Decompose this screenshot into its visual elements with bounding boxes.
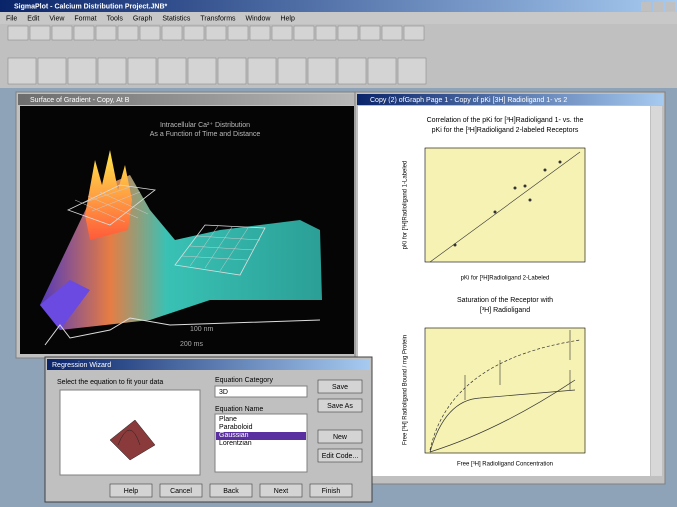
toolbar-button[interactable]	[74, 26, 94, 40]
toolbar-button[interactable]	[218, 58, 246, 84]
plot-area	[425, 328, 585, 453]
axis-label: 100 nm	[190, 326, 214, 333]
button-label[interactable]: Finish	[322, 488, 341, 495]
toolbar-button[interactable]	[398, 58, 426, 84]
toolbar-button[interactable]	[118, 26, 138, 40]
graph-title: Intracellular Ca²⁺ Distribution	[160, 122, 250, 129]
button-label[interactable]: Next	[274, 488, 288, 495]
toolbar-button[interactable]	[338, 26, 358, 40]
label: Equation Name	[215, 406, 263, 413]
menu-item[interactable]: Format	[74, 15, 96, 22]
toolbar-button[interactable]	[250, 26, 270, 40]
list-item[interactable]: Paraboloid	[219, 424, 253, 431]
button-label[interactable]: Save As	[327, 403, 353, 410]
axis-label: 200 ms	[180, 341, 203, 348]
toolbar-button[interactable]	[52, 26, 72, 40]
button-label[interactable]: Edit Code...	[322, 453, 359, 460]
button-label[interactable]: Save	[332, 384, 348, 391]
menu-item[interactable]: Graph	[133, 15, 153, 22]
button-label[interactable]: New	[333, 434, 348, 441]
category-combo[interactable]	[215, 386, 307, 397]
toolbar-button[interactable]	[158, 58, 186, 84]
scrollbar[interactable]	[651, 106, 662, 476]
toolbar-button[interactable]	[68, 58, 96, 84]
plot-area	[425, 148, 585, 262]
toolbar-button[interactable]	[338, 58, 366, 84]
menu-item[interactable]: View	[49, 15, 65, 22]
button-label[interactable]: Back	[223, 488, 239, 495]
label: Equation Category	[215, 377, 273, 384]
menu-item[interactable]: Tools	[107, 15, 124, 22]
prompt: Select the equation to fit your data	[57, 379, 163, 386]
button-label[interactable]: Help	[124, 488, 139, 495]
toolbar-button[interactable]	[272, 26, 292, 40]
chart-title: Saturation of the Receptor with	[457, 297, 553, 304]
combo-value: 3D	[219, 389, 228, 396]
toolbar-button[interactable]	[188, 58, 216, 84]
chart-title: [³H] Radioligand	[480, 307, 530, 314]
toolbar-button[interactable]	[162, 26, 182, 40]
toolbar-button[interactable]	[8, 26, 28, 40]
toolbar-button[interactable]	[316, 26, 336, 40]
menu-item[interactable]: Window	[246, 15, 272, 22]
toolbar-button[interactable]	[278, 58, 306, 84]
toolbar-button[interactable]	[368, 58, 396, 84]
graph-title: As a Function of Time and Distance	[150, 131, 261, 138]
menu-item[interactable]: Edit	[27, 15, 39, 22]
window-controls[interactable]	[641, 2, 675, 11]
toolbar-button[interactable]	[184, 26, 204, 40]
button-label[interactable]: Cancel	[170, 488, 192, 495]
list-item[interactable]: Plane	[219, 416, 237, 423]
screen: SigmaPlot - Calcium Distribution Project…	[0, 0, 677, 507]
toolbar-button[interactable]	[98, 58, 126, 84]
toolbar-button[interactable]	[38, 58, 66, 84]
menu-item[interactable]: File	[6, 15, 17, 22]
toolbar-button[interactable]	[228, 26, 248, 40]
menu-item[interactable]: Statistics	[162, 15, 191, 22]
toolbar-button[interactable]	[140, 26, 160, 40]
x-axis-label: pKi for [³H]Radioligand 2-Labeled	[461, 276, 550, 282]
toolbar-button[interactable]	[30, 26, 50, 40]
window-title: Copy (2) ofGraph Page 1 - Copy of pKi [3…	[370, 97, 567, 104]
chart-title: Correlation of the pKi for [³H]Radioliga…	[427, 117, 584, 124]
toolbar-button[interactable]	[294, 26, 314, 40]
toolbar-button[interactable]	[248, 58, 276, 84]
window-title: Surface of Gradient - Copy, At B	[30, 97, 130, 104]
menu-item[interactable]: Help	[280, 15, 295, 22]
toolbar-button[interactable]	[404, 26, 424, 40]
toolbar-button[interactable]	[96, 26, 116, 40]
app-title: SigmaPlot - Calcium Distribution Project…	[14, 3, 168, 10]
y-axis-label: pKi for [³H]Radioligand 1-Labeled	[403, 161, 409, 250]
toolbar-button[interactable]	[308, 58, 336, 84]
toolbar-button[interactable]	[382, 26, 402, 40]
dialog-title: Regression Wizard	[52, 362, 111, 369]
y-axis-label: Free [³H] Radioligand Bound / mg Protein	[403, 335, 409, 445]
x-axis-label: Free [³H] Radioligand Concentration	[457, 462, 553, 468]
list-item[interactable]: Gaussian	[219, 432, 249, 439]
menu-bar	[0, 12, 677, 24]
toolbar-button[interactable]	[128, 58, 156, 84]
chart-title: pKi for the [³H]Radioligand 2-labeled Re…	[432, 127, 579, 134]
list-item[interactable]: Lorentzian	[219, 440, 252, 447]
toolbar-button[interactable]	[8, 58, 36, 84]
toolbar-button[interactable]	[206, 26, 226, 40]
menu-item[interactable]: Transforms	[200, 15, 236, 22]
toolbar-button[interactable]	[360, 26, 380, 40]
